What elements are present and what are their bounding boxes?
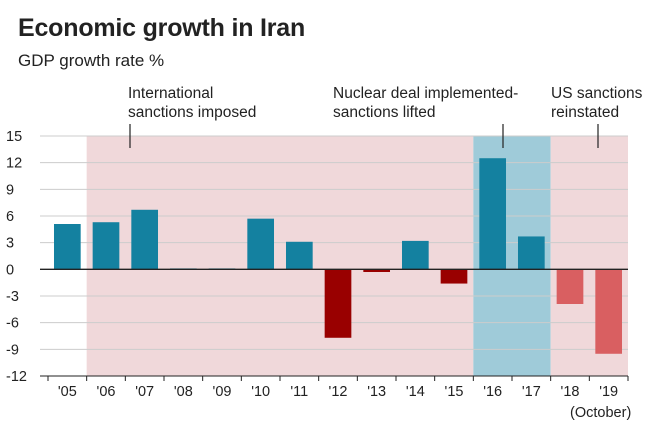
bar (556, 269, 584, 304)
x-tick-label: '12 (329, 384, 348, 400)
y-tick-label: 3 (6, 236, 14, 252)
y-tick-label: 15 (6, 129, 22, 145)
bars (53, 158, 623, 354)
annotations: International sanctions imposed Nuclear de… (128, 85, 643, 148)
x-tick-label: '10 (251, 384, 270, 400)
annotation-us-sanctions-line: reinstated (551, 104, 619, 121)
bar (517, 236, 545, 270)
bar (324, 269, 352, 338)
x-tick-label: '17 (522, 384, 541, 400)
x-tick-label: '11 (290, 384, 308, 400)
annotation-sanctions-line: International (128, 85, 213, 102)
period-bands (86, 136, 628, 376)
x-tick-label: '16 (483, 384, 502, 400)
annotation-sanctions-line: sanctions imposed (128, 104, 256, 121)
x-tick-label: '08 (174, 384, 193, 400)
y-tick-label: -9 (6, 342, 19, 358)
x-tick-label: '07 (135, 384, 154, 400)
x-extra-label: (October) (570, 405, 631, 421)
bar (92, 222, 120, 270)
y-tick-label: 6 (6, 209, 14, 225)
x-tick-label: '05 (58, 384, 77, 400)
x-tick-label: '19 (599, 384, 618, 400)
bar (363, 269, 391, 272)
y-tick-label: 9 (6, 182, 14, 198)
bar (285, 241, 313, 270)
bar (595, 269, 623, 354)
annotation-deal-line: sanctions lifted (333, 104, 436, 121)
bar (479, 158, 507, 270)
bar (440, 269, 468, 284)
x-tick-label: '06 (97, 384, 116, 400)
chart-title: Economic growth in Iran (18, 14, 306, 42)
bar (401, 240, 429, 270)
y-tick-label: -12 (6, 369, 27, 385)
y-tick-label: 0 (6, 262, 14, 278)
annotation-deal-line: Nuclear deal implemented- (333, 85, 518, 102)
bar (53, 224, 81, 270)
y-tick-label: -6 (6, 316, 19, 332)
x-tick-label: '09 (213, 384, 232, 400)
annotation-us-sanctions-line: US sanctions (551, 85, 643, 102)
y-tick-label: -3 (6, 289, 19, 305)
x-tick-label: '18 (561, 384, 580, 400)
x-tick-label: '13 (367, 384, 386, 400)
x-tick-label: '15 (445, 384, 464, 400)
x-tick-label: '14 (406, 384, 425, 400)
axes: 15 12 9 6 3 0 -3 -6 -9 -12 '05 '06 '07 '08 '09 '10 '11 '1… (6, 129, 631, 421)
bar (247, 218, 275, 270)
chart-subtitle: GDP growth rate % (18, 51, 165, 70)
y-tick-label: 12 (6, 156, 22, 172)
bar (131, 209, 159, 270)
